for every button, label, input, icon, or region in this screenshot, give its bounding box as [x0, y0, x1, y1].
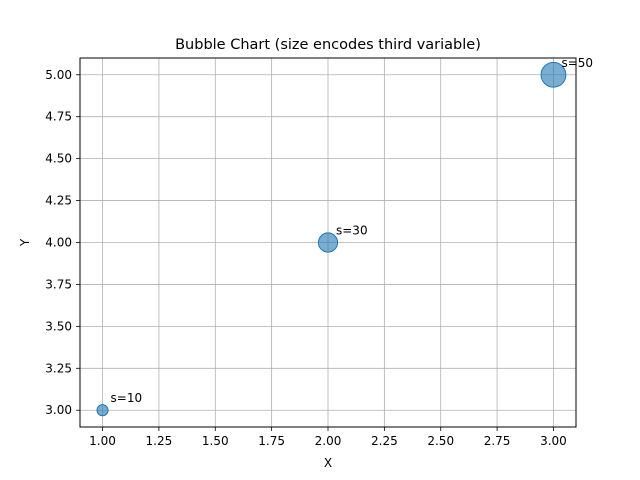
x-tick-label: 2.00: [315, 434, 342, 448]
x-axis-label: X: [324, 456, 332, 470]
x-tick-label: 1.00: [89, 434, 116, 448]
bubble: [317, 232, 339, 253]
x-tick-label: 2.50: [427, 434, 454, 448]
y-tick-label: 3.00: [45, 403, 72, 417]
x-tick-label: 2.75: [484, 434, 511, 448]
y-tick-label: 4.00: [45, 236, 72, 250]
chart-title: Bubble Chart (size encodes third variabl…: [175, 37, 481, 53]
x-tick-label: 3.00: [540, 434, 567, 448]
bubble: [96, 404, 109, 417]
bubbles: [96, 61, 567, 417]
x-tick-label: 1.25: [146, 434, 173, 448]
y-tick-label: 4.75: [45, 110, 72, 124]
bubble-label: s=10: [111, 391, 143, 405]
y-axis-label: Y: [18, 238, 32, 247]
x-axis-ticks: 1.00 1.25 1.50 1.75 2.00 2.25 2.50 2.75 3.00: [89, 427, 567, 448]
bubble-label: s=30: [336, 224, 368, 238]
x-tick-label: 1.50: [202, 434, 229, 448]
y-tick-label: 4.50: [45, 152, 72, 166]
bubble-annotations: s=10 s=30 s=50: [111, 56, 593, 405]
y-tick-label: 5.00: [45, 68, 72, 82]
bubble-label: s=50: [561, 56, 593, 70]
y-tick-label: 3.75: [45, 277, 72, 291]
y-tick-label: 3.25: [45, 361, 72, 375]
y-axis-ticks: 3.00 3.25 3.50 3.75 4.00 4.25 4.50 4.75 5.00: [45, 68, 80, 417]
bubble: [540, 61, 567, 88]
x-tick-label: 2.25: [371, 434, 398, 448]
x-tick-label: 1.75: [258, 434, 285, 448]
y-tick-label: 4.25: [45, 194, 72, 208]
y-tick-label: 3.50: [45, 319, 72, 333]
